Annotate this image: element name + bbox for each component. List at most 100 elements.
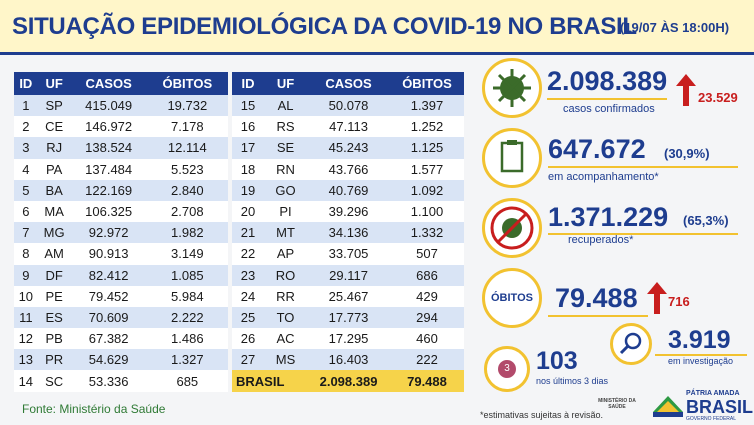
cell: 23 (232, 264, 264, 286)
table-row: 8 AM 90.913 3.149 (14, 243, 228, 265)
cell: 50.078 (307, 95, 390, 117)
underline (655, 354, 747, 356)
cell: 5.984 (146, 285, 228, 307)
cell: 2.840 (146, 179, 228, 201)
cell: 45.243 (307, 137, 390, 159)
cell: 1.125 (389, 137, 464, 159)
cell: 14 (14, 370, 38, 392)
magnifier (619, 332, 642, 355)
cell: 1.397 (389, 95, 464, 117)
table-row: 4 PA 137.484 5.523 (14, 158, 228, 180)
confirmed-label: casos confirmados (563, 103, 655, 115)
cell: 1.577 (389, 158, 464, 180)
recovered-icon (482, 198, 542, 258)
flag-logo (653, 396, 683, 417)
cell: AL (263, 95, 308, 117)
virus-icon (482, 58, 542, 118)
column-header: ÓBITOS (389, 72, 464, 95)
no-virus (490, 206, 534, 250)
table-row: 15 AL 50.078 1.397 (232, 95, 464, 117)
table-row: 5 BA 122.169 2.840 (14, 179, 228, 201)
magnifier-icon (610, 323, 652, 365)
cell: PE (37, 285, 71, 307)
table-row: 20 PI 39.296 1.100 (232, 200, 464, 223)
cell: 25 (232, 306, 264, 329)
table-row: 12 PB 67.382 1.486 (14, 328, 228, 350)
cell: 1.486 (146, 328, 228, 350)
cell: 10 (14, 285, 38, 307)
cell: 67.382 (70, 328, 147, 350)
underline (548, 166, 738, 168)
table-row: 14 SC 53.336 685 (14, 370, 228, 392)
table-row: 9 DF 82.412 1.085 (14, 264, 228, 286)
clipboard-icon (482, 128, 542, 188)
cell: 29.117 (307, 264, 390, 286)
cell: 17.295 (307, 328, 390, 350)
cell: GO (263, 179, 308, 201)
table-row: 7 MG 92.972 1.982 (14, 222, 228, 244)
left-table: ID UF CASOS ÓBITOS 1 SP 415.049 19.732 2 CE 146.97… (14, 72, 228, 392)
cell: 294 (389, 306, 464, 329)
cell: 2 (14, 116, 38, 138)
cell: RR (263, 285, 308, 307)
investigation-label: em investigação (668, 356, 734, 366)
confirmed-value: 2.098.389 (547, 66, 668, 96)
ministry-logo: MINISTÉRIO DA SAÚDE (598, 398, 636, 410)
cell: 27 (232, 349, 264, 371)
cell: MS (263, 349, 308, 371)
cell: SP (37, 95, 71, 117)
table-row: 6 MA 106.325 2.708 (14, 200, 228, 223)
cell: 507 (389, 243, 464, 265)
cell: 686 (389, 264, 464, 286)
cell: 12.114 (146, 137, 228, 159)
clipboard (500, 140, 524, 173)
cell: 1.332 (389, 222, 464, 244)
calendar-icon: 3 (484, 346, 530, 392)
cell: 3.149 (146, 243, 228, 265)
cell: DF (37, 264, 71, 286)
cell: 137.484 (70, 158, 147, 180)
underline (547, 98, 667, 100)
investigation-value: 3.919 (668, 326, 731, 354)
cell: 40.769 (307, 179, 390, 201)
cell: 460 (389, 328, 464, 350)
table-row: 22 AP 33.705 507 (232, 243, 464, 265)
header-row: ID UF CASOS ÓBITOS (14, 72, 228, 95)
cell: 17 (232, 137, 264, 159)
total-cell: BRASIL (232, 370, 308, 392)
column-header: ID (232, 72, 264, 95)
cell: 34.136 (307, 222, 390, 244)
cell: RS (263, 116, 308, 138)
cell: CE (37, 116, 71, 138)
recent-label: nos últimos 3 dias (536, 376, 609, 386)
cell: BA (37, 179, 71, 201)
cell: 685 (146, 370, 228, 392)
brand: BRASIL (686, 397, 753, 417)
confirmed-increase: 23.529 (698, 90, 738, 105)
cell: 1.092 (389, 179, 464, 201)
deaths-increase: 716 (668, 294, 690, 309)
table-row: 16 RS 47.113 1.252 (232, 116, 464, 138)
cell: 1.252 (389, 116, 464, 138)
cell: 5.523 (146, 158, 228, 180)
cell: RN (263, 158, 308, 180)
cell: 9 (14, 264, 38, 286)
total-cell: 79.488 (389, 370, 464, 392)
cell: 79.452 (70, 285, 147, 307)
slogan: PÁTRIA AMADA (686, 390, 740, 397)
table-row: 11 ES 70.609 2.222 (14, 306, 228, 329)
deaths-value: 79.488 (555, 283, 638, 313)
cell: PA (37, 158, 71, 180)
cell: AC (263, 328, 308, 350)
cell: 16 (232, 116, 264, 138)
cell: 5 (14, 179, 38, 201)
cell: 415.049 (70, 95, 147, 117)
table-row: 3 RJ 138.524 12.114 (14, 137, 228, 159)
cell: 21 (232, 222, 264, 244)
up-arrow (676, 74, 696, 106)
column-header: ÓBITOS (146, 72, 228, 95)
table-row: 13 PR 54.629 1.327 (14, 349, 228, 371)
date: (19/07 ÀS 18:00H) (620, 20, 730, 35)
cell: 26 (232, 328, 264, 350)
